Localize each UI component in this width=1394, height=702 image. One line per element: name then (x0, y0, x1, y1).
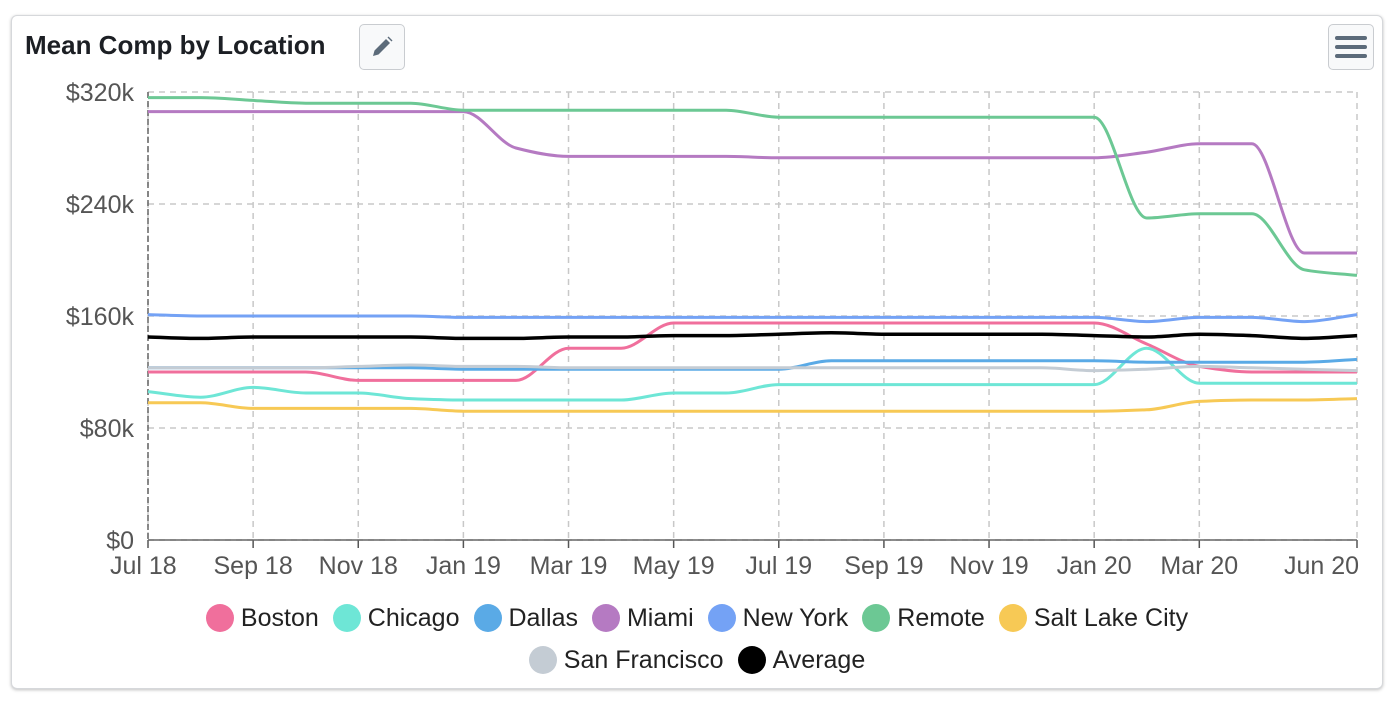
chart-legend: Boston Chicago Dallas Miami New York Remote Sa… (12, 600, 1382, 684)
legend-label: Average (772, 646, 866, 674)
legend-item-dallas[interactable]: Dallas (473, 600, 578, 636)
x-tick-label: Jul 18 (110, 552, 177, 580)
x-tick-label: Jun 20 (1284, 552, 1359, 580)
series-line-new-york (147, 313, 1358, 324)
y-tick-label: $0 (106, 527, 134, 555)
chart-menu-button[interactable] (1328, 24, 1374, 70)
y-tick-label: $160k (66, 303, 135, 331)
x-tick-label: Nov 18 (319, 552, 398, 580)
series-line-remote (148, 96, 1358, 277)
legend-label: Remote (897, 604, 985, 632)
legend-swatch (332, 604, 361, 632)
legend-label: Chicago (367, 604, 460, 632)
y-tick-label: $80k (80, 415, 135, 443)
edit-title-button[interactable] (359, 24, 405, 70)
legend-swatch (591, 604, 620, 632)
legend-item-salt-lake-city[interactable]: Salt Lake City (998, 600, 1189, 636)
series-line-average (147, 331, 1358, 341)
x-tick-label: May 19 (633, 552, 715, 580)
legend-item-miami[interactable]: Miami (591, 600, 694, 636)
x-tick-label: Sep 18 (214, 552, 293, 580)
legend-item-boston[interactable]: Boston (205, 600, 319, 636)
y-tick-label: $320k (66, 79, 135, 107)
x-tick-label: Nov 19 (949, 552, 1028, 580)
legend-swatch (998, 604, 1027, 632)
legend-label: Salt Lake City (1033, 604, 1189, 632)
legend-swatch (862, 604, 891, 632)
legend-label: Dallas (508, 604, 578, 632)
x-tick-label: Sep 19 (844, 552, 923, 580)
legend-swatch (205, 604, 234, 632)
legend-label: Miami (626, 604, 694, 632)
x-tick-label: Mar 20 (1160, 552, 1238, 580)
series-line-chicago (147, 346, 1357, 402)
series-line-san-francisco (148, 363, 1358, 373)
chart-title: Mean Comp by Location (25, 30, 326, 60)
legend-swatch (473, 604, 502, 632)
x-tick-label: Jan 19 (426, 552, 501, 580)
legend-item-average[interactable]: Average (737, 642, 866, 678)
legend-swatch (707, 604, 736, 632)
legend-item-chicago[interactable]: Chicago (332, 600, 460, 636)
series-line-salt-lake-city (148, 397, 1358, 413)
x-tick-label: Mar 19 (530, 552, 608, 580)
y-tick-label: $240k (66, 191, 135, 219)
pencil-icon (373, 36, 393, 56)
legend-item-remote[interactable]: Remote (862, 600, 985, 636)
x-tick-label: Jul 19 (745, 552, 812, 580)
hamburger-menu-icon (1335, 36, 1367, 58)
legend-item-san-francisco[interactable]: San Francisco (528, 642, 724, 678)
legend-label: San Francisco (563, 646, 724, 674)
legend-swatch (528, 646, 557, 674)
legend-swatch (737, 646, 766, 674)
chart-card: Mean Comp by Location Boston Chicago Dalla… (11, 15, 1383, 689)
series-line-miami (148, 110, 1357, 255)
x-tick-label: Jan 20 (1057, 552, 1132, 580)
legend-label: Boston (240, 604, 319, 632)
legend-item-new-york[interactable]: New York (707, 600, 849, 636)
series-line-boston (148, 321, 1357, 382)
legend-label: New York (742, 604, 849, 632)
